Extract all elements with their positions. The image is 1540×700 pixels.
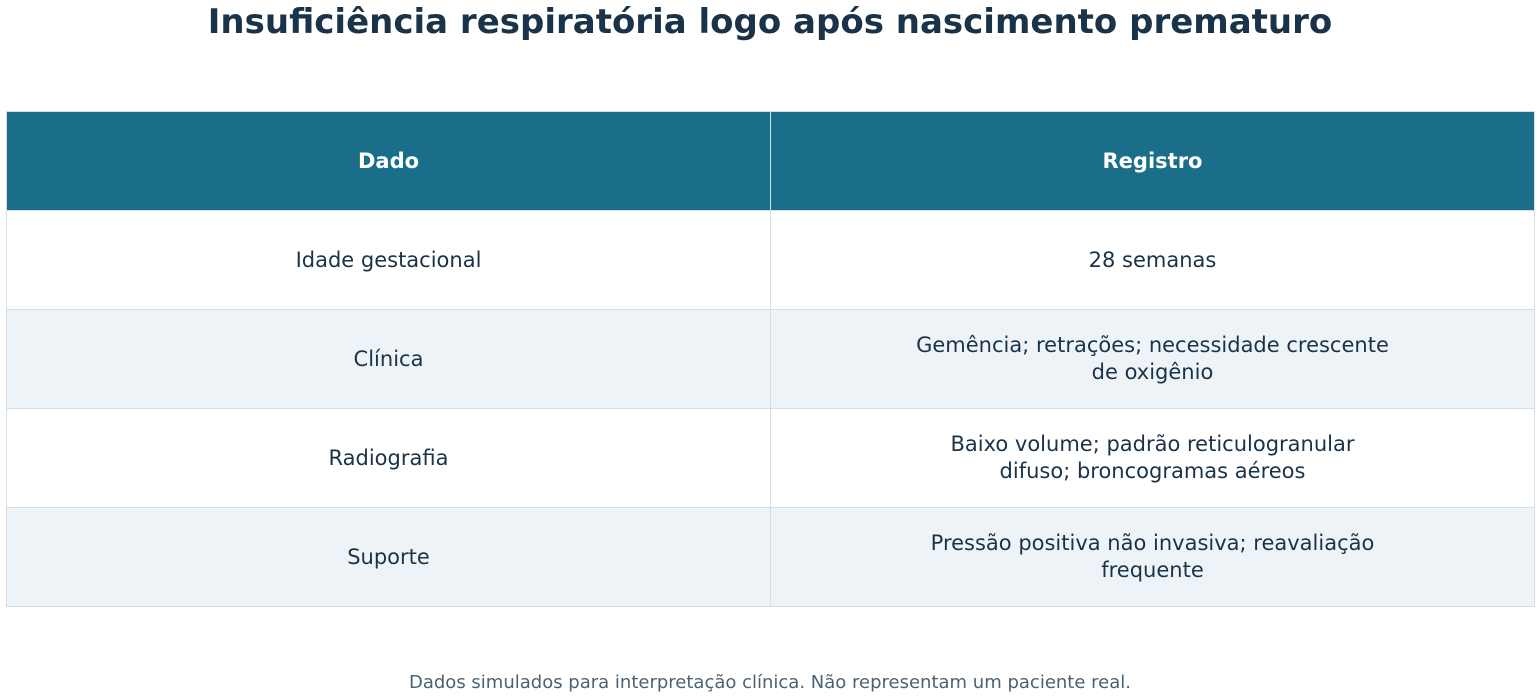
table-row: Idade gestacional 28 semanas <box>6 210 1535 310</box>
header-row: Dado Registro <box>6 111 1535 211</box>
title: Insuficiência respiratória logo após nas… <box>207 2 1333 42</box>
table-row: Radiografia Baixo volume; padrão reticulo… <box>6 408 1535 508</box>
table-row: Clínica Gemência; retrações; necessidade … <box>6 309 1535 409</box>
table-cell: 28 semanas <box>770 210 1535 310</box>
table-row: Suporte Pressão positiva não invasiva; re… <box>6 507 1535 607</box>
table-header: Dado Registro <box>6 111 1535 211</box>
table-body: Idade gestacional 28 semanas Clínica Gemênc… <box>6 210 1535 607</box>
table-cell: Baixo volume; padrão reticulogranular di… <box>770 408 1535 508</box>
data-table: Dado Registro Idade gestacional 28 semanas… <box>6 111 1535 607</box>
table-cell: Suporte <box>6 507 771 607</box>
table-cell: Gemência; retrações; necessidade crescen… <box>770 309 1535 409</box>
header-cell: Registro <box>770 111 1535 211</box>
table-cell: Clínica <box>6 309 771 409</box>
footnote: Dados simulados para interpretação clíni… <box>408 672 1131 693</box>
table-cell: Idade gestacional <box>6 210 771 310</box>
table-cell: Pressão positiva não invasiva; reavaliaç… <box>770 507 1535 607</box>
table-cell: Radiografia <box>6 408 771 508</box>
header-cell: Dado <box>6 111 771 211</box>
